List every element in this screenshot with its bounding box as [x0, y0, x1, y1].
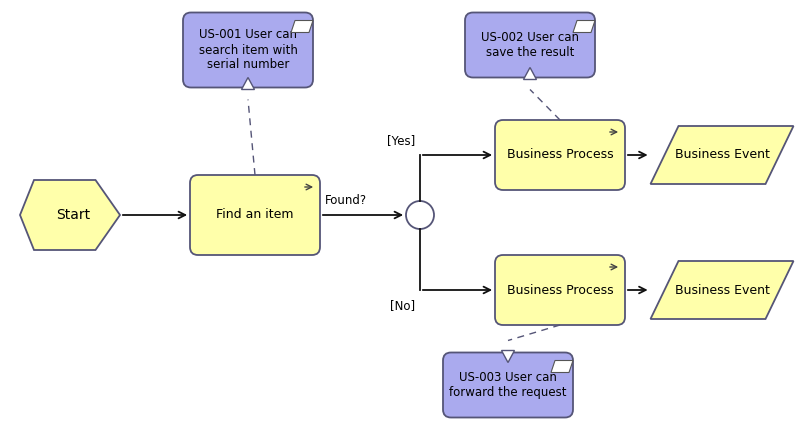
Text: Business Event: Business Event [674, 283, 768, 297]
FancyBboxPatch shape [190, 175, 320, 255]
Polygon shape [650, 261, 793, 319]
Circle shape [406, 201, 434, 229]
Polygon shape [291, 21, 312, 33]
Text: US-003 User can
forward the request: US-003 User can forward the request [449, 371, 566, 399]
Polygon shape [20, 180, 120, 250]
Text: Business Event: Business Event [674, 148, 768, 162]
Text: Find an item: Find an item [216, 209, 293, 221]
FancyBboxPatch shape [442, 353, 573, 418]
Polygon shape [650, 126, 793, 184]
Polygon shape [241, 77, 255, 89]
FancyBboxPatch shape [495, 120, 624, 190]
Text: Business Process: Business Process [506, 283, 613, 297]
FancyBboxPatch shape [183, 12, 312, 87]
Polygon shape [573, 21, 594, 33]
FancyBboxPatch shape [495, 255, 624, 325]
Polygon shape [523, 68, 536, 80]
Text: Start: Start [56, 208, 91, 222]
FancyBboxPatch shape [464, 12, 594, 77]
Text: Business Process: Business Process [506, 148, 613, 162]
Text: US-002 User can
save the result: US-002 User can save the result [480, 31, 578, 59]
Text: US-001 User can
search item with
serial number: US-001 User can search item with serial … [198, 28, 297, 71]
Text: Found?: Found? [324, 194, 367, 208]
Polygon shape [550, 360, 573, 372]
Polygon shape [501, 350, 514, 362]
Text: [No]: [No] [389, 300, 414, 313]
Text: [Yes]: [Yes] [386, 135, 414, 147]
